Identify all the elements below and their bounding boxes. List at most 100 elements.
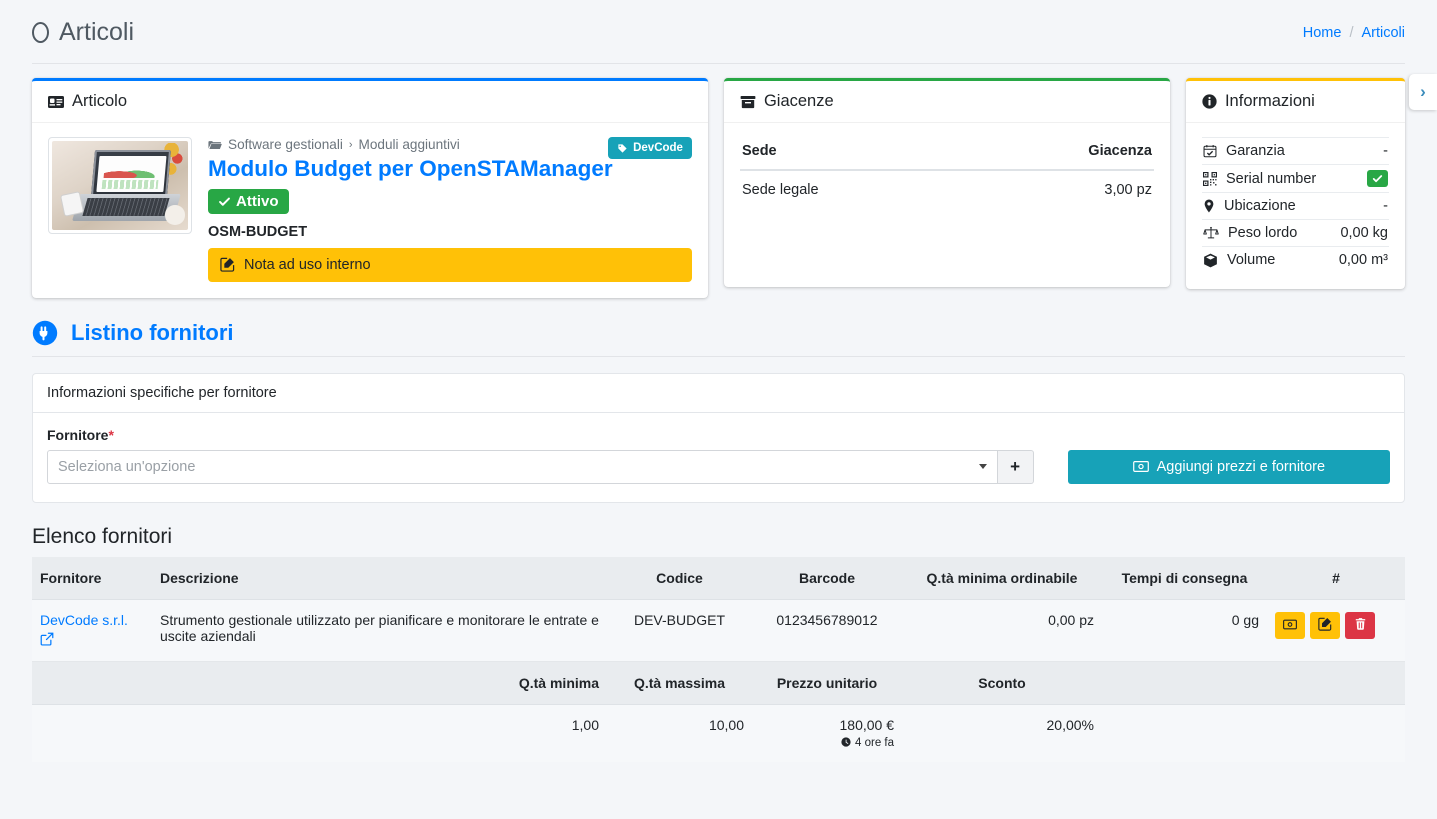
sub-cell-qta-minima: 1,00 bbox=[152, 704, 607, 762]
plug-circle-icon bbox=[32, 320, 58, 346]
serial-number-check-icon bbox=[1367, 170, 1389, 187]
table-header-row: Fornitore Descrizione Codice Barcode Q.t… bbox=[32, 556, 1405, 600]
edit-button[interactable] bbox=[1310, 611, 1340, 639]
status-badge-label: Attivo bbox=[236, 192, 279, 210]
fornitore-select-placeholder: Seleziona un'opzione bbox=[58, 458, 196, 475]
plus-icon: + bbox=[1010, 456, 1021, 476]
fornitore-panel-body: Fornitore* Seleziona un'opzione + bbox=[33, 413, 1404, 502]
status-badge: Attivo bbox=[208, 188, 289, 214]
chevron-right-icon: › bbox=[348, 138, 353, 151]
article-subcategory[interactable]: Moduli aggiuntivi bbox=[358, 137, 460, 152]
breadcrumb: Home / Articoli bbox=[1303, 25, 1405, 41]
folder-icon bbox=[208, 138, 222, 152]
elenco-fornitori-table-wrap: Fornitore Descrizione Codice Barcode Q.t… bbox=[32, 556, 1405, 762]
fornitore-form-row: Seleziona un'opzione + Aggiungi prez bbox=[47, 449, 1390, 484]
col-tempi-di-consegna: Tempi di consegna bbox=[1102, 556, 1267, 600]
check-icon bbox=[218, 195, 231, 208]
card-informazioni: Informazioni Gara bbox=[1185, 78, 1406, 289]
info-row-serial-number: Serial number bbox=[1201, 165, 1390, 193]
listino-divider bbox=[32, 355, 1405, 357]
info-row-volume: Volume 0,00 m³ bbox=[1202, 247, 1389, 273]
side-panel-toggle[interactable]: › bbox=[1409, 74, 1437, 110]
info-circle-icon bbox=[1202, 94, 1217, 109]
sub-cell-qta-massima: 10,00 bbox=[607, 704, 752, 762]
add-fornitore-button[interactable]: + bbox=[997, 449, 1034, 484]
article-category[interactable]: Software gestionali bbox=[228, 137, 343, 152]
sub-col-spacer-1 bbox=[32, 661, 152, 705]
aggiungi-prezzi-fornitore-button[interactable]: Aggiungi prezzi e fornitore bbox=[1067, 449, 1390, 484]
cell-fornitore: DevCode s.r.l. bbox=[32, 599, 152, 662]
breadcrumb-articoli[interactable]: Articoli bbox=[1361, 24, 1405, 41]
sub-table-header-row: Q.tà minima Q.tà massima Prezzo unitario… bbox=[32, 661, 1405, 705]
col-descrizione: Descrizione bbox=[152, 556, 607, 600]
stock-cell-sede: Sede legale bbox=[741, 182, 819, 198]
devcode-badge[interactable]: DevCode bbox=[608, 137, 692, 159]
box-icon bbox=[1203, 253, 1218, 268]
stock-col-giacenza: Giacenza bbox=[965, 137, 1154, 171]
content-header: Articoli Home / Articoli bbox=[0, 0, 1437, 57]
external-link-icon[interactable] bbox=[40, 632, 144, 649]
card-informazioni-body: Garanzia - bbox=[1186, 123, 1405, 289]
sub-cell-spacer-2 bbox=[1102, 704, 1267, 762]
sub-col-spacer-2 bbox=[1102, 661, 1267, 705]
card-giacenze-header: Giacenze bbox=[723, 81, 1170, 123]
chevron-right-icon: › bbox=[1420, 82, 1426, 101]
calendar-check-icon bbox=[1203, 144, 1217, 158]
card-articolo-header: Articolo bbox=[32, 81, 708, 123]
col-barcode: Barcode bbox=[752, 556, 902, 600]
card-informazioni-header: Informazioni bbox=[1185, 81, 1406, 123]
card-giacenze-title: Giacenze bbox=[763, 92, 834, 110]
sub-col-sconto: Sconto bbox=[902, 661, 1102, 705]
prezzo-timestamp: 4 ore fa bbox=[760, 737, 894, 750]
article-code: OSM-BUDGET bbox=[208, 223, 308, 240]
money-bill-icon bbox=[1283, 618, 1297, 633]
elenco-fornitori-title: Elenco fornitori bbox=[32, 524, 173, 548]
devcode-badge-label: DevCode bbox=[633, 142, 683, 154]
info-value-ubicazione: - bbox=[1383, 198, 1389, 214]
trash-icon bbox=[1354, 617, 1367, 634]
sub-cell-sconto: 20,00% bbox=[902, 704, 1102, 762]
delete-button[interactable] bbox=[1345, 611, 1375, 639]
card-articolo-title: Articolo bbox=[72, 92, 128, 110]
stock-table-header-row: Sede Giacenza bbox=[739, 137, 1154, 171]
info-row-garanzia: Garanzia - bbox=[1201, 138, 1390, 165]
info-value-volume: 0,00 m³ bbox=[1338, 252, 1389, 268]
info-label-serial-number: Serial number bbox=[1225, 170, 1317, 187]
sub-table-row: 1,00 10,00 180,00 € 4 ore fa bbox=[32, 704, 1405, 762]
fornitore-select[interactable]: Seleziona un'opzione bbox=[47, 449, 998, 484]
table-row: DevCode s.r.l. Strumento gestionale util… bbox=[32, 599, 1405, 662]
listino-section-title: Listino fornitori bbox=[71, 319, 234, 345]
col-qta-minima-ordinabile: Q.tà minima ordinabile bbox=[902, 556, 1102, 600]
header-divider bbox=[32, 63, 1405, 64]
id-card-icon bbox=[48, 94, 64, 110]
map-pin-icon bbox=[1203, 199, 1215, 213]
archive-icon bbox=[740, 94, 756, 110]
card-informazioni-title: Informazioni bbox=[1224, 92, 1315, 110]
sub-col-spacer-3 bbox=[1267, 661, 1405, 705]
info-value-garanzia: - bbox=[1383, 143, 1389, 159]
fornitore-link[interactable]: DevCode s.r.l. bbox=[40, 611, 128, 628]
info-value-peso-lordo: 0,00 kg bbox=[1340, 225, 1389, 241]
price-button[interactable] bbox=[1275, 611, 1305, 639]
article-category-breadcrumb: Software gestionali › Moduli aggiuntivi bbox=[208, 137, 692, 152]
table-row: Sede legale 3,00 pz bbox=[740, 170, 1154, 209]
fornitore-field-label-text: Fornitore bbox=[47, 426, 109, 443]
circle-icon bbox=[32, 22, 49, 43]
sub-cell-spacer-3 bbox=[1267, 704, 1405, 762]
page-title-text: Articoli bbox=[59, 18, 135, 46]
internal-note-banner[interactable]: Nota ad uso interno bbox=[208, 247, 692, 282]
fornitore-panel: Informazioni specifiche per fornitore Fo… bbox=[32, 372, 1405, 503]
article-title[interactable]: Modulo Budget per OpenSTAManager bbox=[208, 156, 613, 181]
qr-code-icon bbox=[1202, 171, 1218, 186]
info-label-garanzia: Garanzia bbox=[1225, 143, 1285, 159]
elenco-fornitori-table: Fornitore Descrizione Codice Barcode Q.t… bbox=[32, 556, 1405, 762]
sub-col-prezzo-unitario: Prezzo unitario bbox=[752, 661, 902, 705]
fornitore-select-group: Seleziona un'opzione + bbox=[47, 449, 1034, 484]
cell-barcode: 0123456789012 bbox=[752, 599, 902, 662]
col-codice: Codice bbox=[607, 556, 752, 600]
info-row-peso-lordo: Peso lordo 0,00 kg bbox=[1201, 220, 1390, 247]
article-thumbnail[interactable] bbox=[48, 137, 192, 234]
breadcrumb-home[interactable]: Home bbox=[1302, 24, 1342, 41]
cell-tempi-di-consegna: 0 gg bbox=[1102, 599, 1267, 662]
